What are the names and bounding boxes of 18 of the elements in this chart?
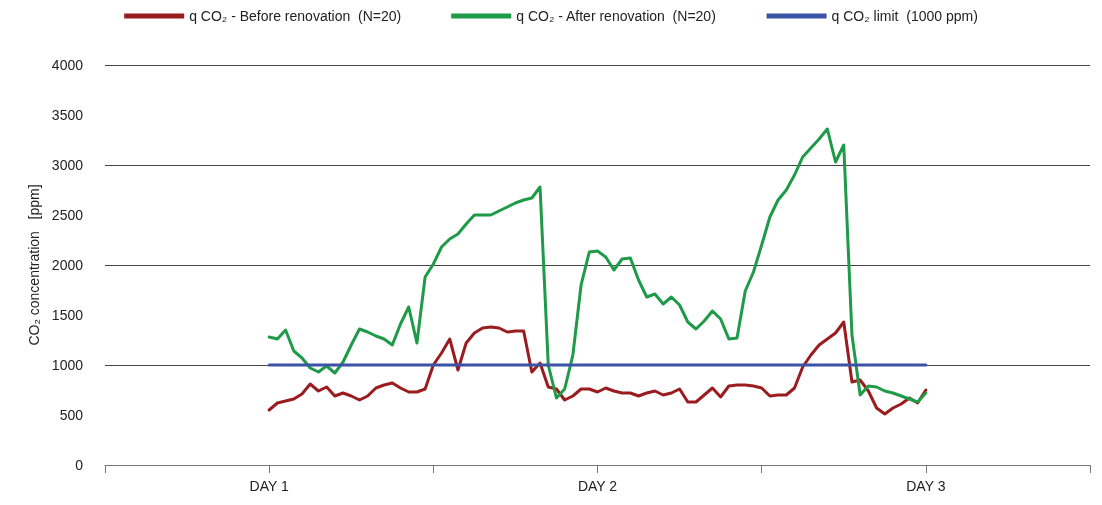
line-series <box>267 320 928 416</box>
legend-label: q CO₂ limit (1000 ppm) <box>831 8 978 24</box>
x-tick-label: DAY 2 <box>577 478 618 494</box>
legend-label: q CO₂ - Before renovation (N=20) <box>189 8 402 24</box>
y-tick-label: 1500 <box>51 307 84 323</box>
x-tick-label: DAY 1 <box>249 478 289 494</box>
y-tick-label: 500 <box>59 407 84 423</box>
y-tick-label: 2000 <box>51 257 84 273</box>
y-axis-title: CO₂ concentration [ppm] <box>25 184 42 346</box>
y-tick-label: 1000 <box>51 357 84 373</box>
y-tick-label: 4000 <box>51 57 84 73</box>
y-tick-label: 3000 <box>51 157 84 173</box>
x-tick-label: DAY 3 <box>906 478 946 494</box>
y-tick-label: 2500 <box>51 207 84 223</box>
legend-label: q CO₂ - After renovation (N=20) <box>516 8 716 24</box>
y-tick-label: 0 <box>75 457 84 473</box>
line-series <box>267 127 928 404</box>
y-tick-label: 3500 <box>51 107 84 123</box>
